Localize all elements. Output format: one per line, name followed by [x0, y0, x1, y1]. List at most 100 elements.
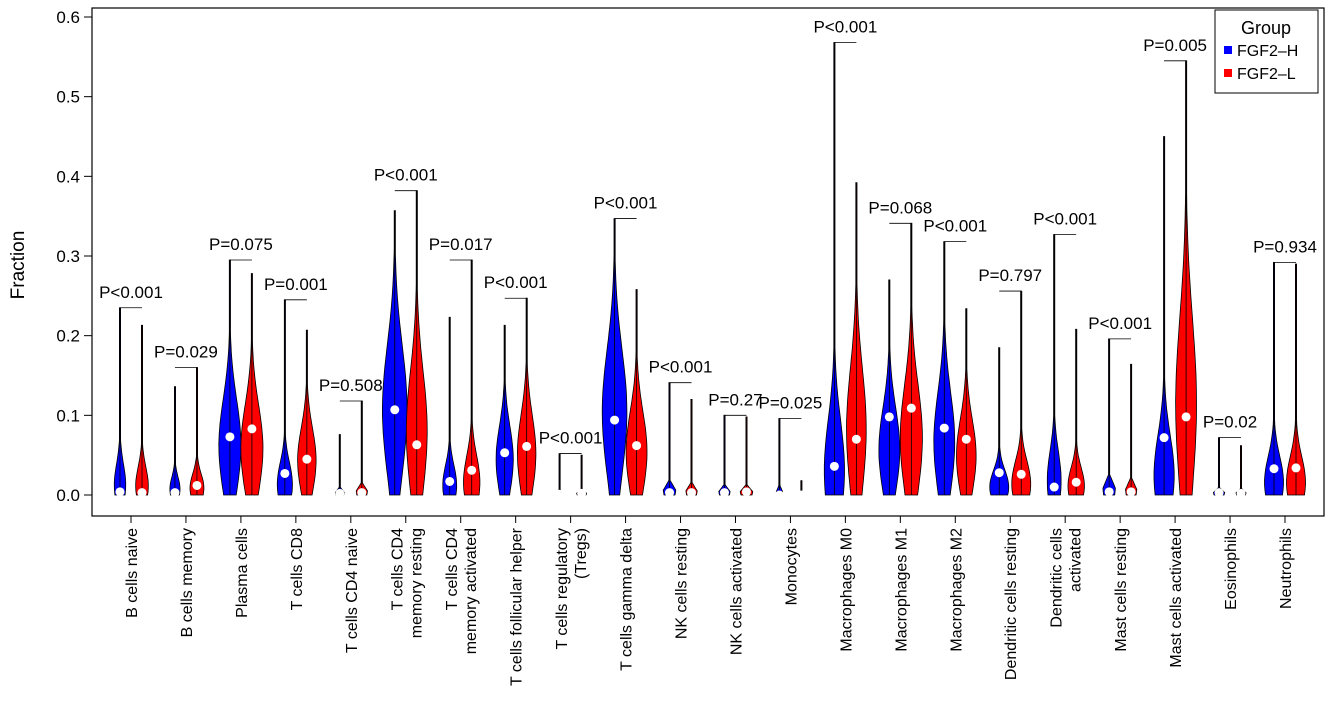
p-value-label: P=0.075	[209, 235, 273, 254]
p-value-label: P=0.27	[708, 390, 762, 409]
p-value-label: P=0.02	[1203, 413, 1257, 432]
median-point	[1126, 487, 1136, 497]
x-axis-labels: B cells naive B cells memory Plasma cells T…	[124, 516, 1295, 686]
category-label: (Tregs)	[573, 528, 590, 579]
category-label: T cells follicular helper	[509, 527, 526, 686]
median-point	[774, 490, 784, 500]
category-label: Monocytes	[783, 528, 800, 605]
median-point	[1016, 469, 1026, 479]
p-value-label: P<0.001	[539, 429, 603, 448]
category-label: Dendritic cells resting	[1003, 528, 1020, 680]
y-axis: 0.0 0.1 0.2 0.3 0.4 0.5 0.6	[56, 8, 92, 505]
p-value-label: P<0.001	[1033, 209, 1097, 228]
category-label: T cells CD8	[289, 528, 306, 610]
p-value-label: P=0.005	[1143, 36, 1207, 55]
p-value-label: P<0.001	[923, 217, 987, 236]
p-value-label: P<0.001	[1088, 314, 1152, 333]
median-point	[192, 480, 202, 490]
p-value-label: P<0.001	[813, 17, 877, 36]
legend-title: Group	[1241, 18, 1291, 38]
median-point	[500, 448, 510, 458]
y-tick-label: 0.3	[56, 247, 80, 266]
y-tick-label: 0.6	[56, 8, 80, 27]
median-point	[335, 488, 345, 498]
category-label: memory resting	[408, 528, 425, 638]
legend-label-l: FGF2–L	[1237, 66, 1296, 83]
median-point	[851, 434, 861, 444]
median-point	[829, 461, 839, 471]
category-label: T cells regulatory	[554, 528, 571, 650]
p-value-label: P<0.001	[484, 273, 548, 292]
category-label: memory activated	[463, 528, 480, 654]
median-point	[741, 487, 751, 497]
median-point	[445, 476, 455, 486]
median-point	[1291, 463, 1301, 473]
category-label: NK cells activated	[729, 528, 746, 655]
legend-swatch-l	[1224, 69, 1232, 77]
median-point	[796, 490, 806, 500]
category-label: Mast cells resting	[1113, 528, 1130, 652]
median-point	[884, 412, 894, 422]
p-value-label: P<0.001	[649, 358, 713, 377]
y-tick-label: 0.2	[56, 327, 80, 346]
p-value-label: P=0.001	[264, 275, 328, 294]
category-label: Dendritic cells	[1049, 528, 1066, 628]
median-point	[302, 454, 312, 464]
p-value-label: P=0.797	[978, 266, 1042, 285]
median-point	[247, 424, 257, 434]
y-axis-title: Fraction	[8, 231, 29, 300]
y-tick-label: 0.1	[56, 406, 80, 425]
category-label: T cells CD4 naive	[344, 528, 361, 653]
p-value-label: P=0.017	[429, 235, 493, 254]
median-point	[137, 488, 147, 498]
p-value-label: P<0.001	[594, 194, 658, 213]
median-point	[665, 488, 675, 498]
median-point	[1236, 488, 1246, 498]
median-point	[390, 405, 400, 415]
median-point	[357, 488, 367, 498]
median-point	[1181, 412, 1191, 422]
median-point	[467, 465, 477, 475]
median-point	[225, 432, 235, 442]
category-label: Plasma cells	[234, 528, 251, 618]
median-point	[412, 440, 422, 450]
median-point	[555, 489, 565, 499]
median-point	[939, 423, 949, 433]
median-point	[1071, 477, 1081, 487]
category-label: B cells memory	[179, 528, 196, 637]
p-value-label: P=0.508	[319, 376, 383, 395]
violins	[113, 42, 1306, 500]
median-point	[115, 487, 125, 497]
category-label: Macrophages M1	[893, 528, 910, 652]
category-label: NK cells resting	[674, 528, 691, 639]
median-point	[719, 488, 729, 498]
median-point	[961, 434, 971, 444]
median-point	[1159, 433, 1169, 443]
median-point	[610, 415, 620, 425]
category-label: Neutrophils	[1278, 528, 1295, 609]
median-point	[632, 441, 642, 451]
p-value-label: P=0.934	[1253, 237, 1317, 256]
category-label: T cells CD4	[444, 528, 461, 610]
median-point	[1214, 488, 1224, 498]
category-label: Macrophages M2	[948, 528, 965, 652]
legend-label-h: FGF2–H	[1237, 43, 1298, 60]
y-tick-label: 0.0	[56, 486, 80, 505]
y-tick-label: 0.4	[56, 167, 80, 186]
category-label: T cells CD4	[389, 528, 406, 610]
p-value-label: P=0.068	[868, 198, 932, 217]
plot-frame	[91, 7, 1325, 517]
median-point	[170, 488, 180, 498]
median-point	[1269, 464, 1279, 474]
legend: Group FGF2–H FGF2–L	[1214, 9, 1319, 94]
p-value-label: P<0.001	[99, 283, 163, 302]
category-label: T cells gamma delta	[619, 528, 636, 671]
category-label: activated	[1068, 528, 1085, 592]
median-point	[1049, 482, 1059, 492]
median-point	[1104, 487, 1114, 497]
median-point	[577, 488, 587, 498]
median-point	[687, 488, 697, 498]
category-label: B cells naive	[124, 528, 141, 618]
category-label: Eosinophils	[1223, 528, 1240, 610]
